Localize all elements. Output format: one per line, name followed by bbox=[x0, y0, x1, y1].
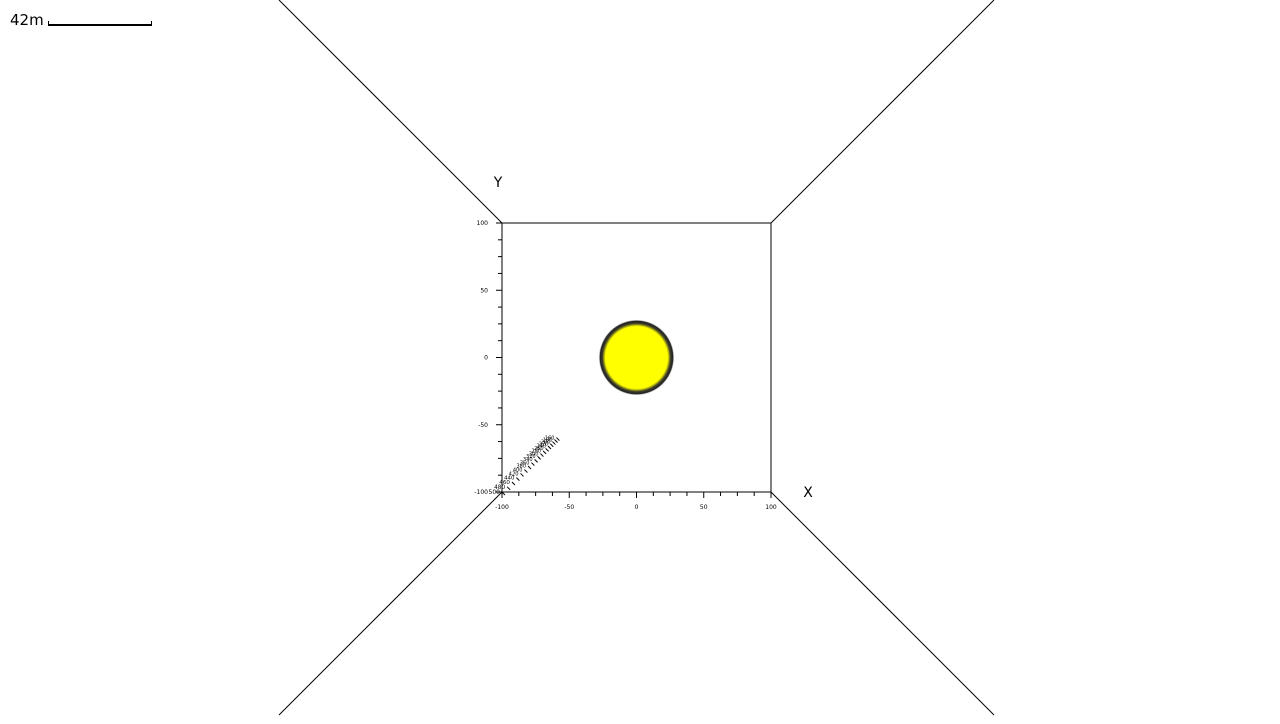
z-tick-label: 240 bbox=[536, 444, 546, 450]
corner-line-top-right bbox=[770, 0, 995, 224]
z-tick-mark bbox=[545, 448, 549, 452]
z-axis-ticks: 5004804604404204003803603403203002802602… bbox=[489, 435, 560, 496]
z-tick-label: 500 bbox=[489, 489, 501, 496]
x-tick-label: 0 bbox=[635, 504, 639, 511]
x-tick-label: 100 bbox=[765, 504, 777, 511]
y-tick-label: -50 bbox=[478, 422, 488, 429]
z-tick-label: 460 bbox=[499, 480, 510, 486]
z-tick-mark bbox=[506, 486, 511, 491]
scale-line bbox=[47, 20, 152, 26]
corner-line-bottom-right bbox=[770, 491, 995, 716]
scale-label: 42m bbox=[10, 11, 44, 29]
z-tick-label: 180 bbox=[543, 437, 553, 443]
y-axis-label: Y bbox=[493, 175, 503, 191]
y-tick-label: 100 bbox=[477, 220, 489, 227]
x-tick-label: -50 bbox=[564, 504, 574, 511]
z-tick-mark bbox=[516, 477, 520, 481]
x-tick-label: 50 bbox=[700, 504, 708, 511]
yellow-sphere[interactable] bbox=[598, 319, 675, 396]
y-tick-label: -100 bbox=[474, 489, 488, 496]
z-tick-label: 340 bbox=[523, 457, 533, 463]
z-tick-label: 360 bbox=[520, 460, 530, 466]
z-tick-label: 440 bbox=[504, 475, 515, 481]
z-tick-label: 300 bbox=[529, 451, 539, 457]
z-tick-mark bbox=[520, 473, 524, 477]
z-tick-mark bbox=[511, 481, 516, 486]
z-tick-mark bbox=[547, 445, 552, 450]
z-tick-mark bbox=[540, 453, 544, 457]
z-tick-mark bbox=[524, 469, 528, 473]
z-tick-label: 200 bbox=[541, 439, 551, 445]
z-axis-line bbox=[278, 491, 503, 716]
z-tick-mark bbox=[542, 450, 547, 455]
z-tick-mark bbox=[556, 437, 560, 441]
z-tick-label: 480 bbox=[494, 485, 505, 491]
x-axis-ticks: -100 -50 0 50 100 bbox=[495, 492, 777, 511]
z-tick-mark bbox=[501, 491, 506, 496]
z-tick-label: 280 bbox=[532, 449, 542, 455]
z-tick-mark bbox=[534, 459, 538, 463]
y-tick-label: 0 bbox=[484, 355, 488, 362]
y-tick-label: 50 bbox=[480, 287, 488, 294]
z-tick-mark bbox=[527, 465, 532, 470]
z-tick-label: 400 bbox=[513, 467, 523, 473]
z-tick-label: 420 bbox=[509, 471, 519, 477]
x-axis-label: X bbox=[803, 485, 813, 501]
z-tick-label: 320 bbox=[526, 454, 536, 460]
z-tick-label: 260 bbox=[534, 446, 544, 452]
z-tick-mark bbox=[549, 443, 554, 448]
z-tick-mark bbox=[554, 439, 558, 443]
z-tick-label: 380 bbox=[516, 464, 526, 470]
z-tick-label: 160 bbox=[545, 435, 555, 441]
z-tick-mark bbox=[552, 441, 556, 445]
z-tick-mark bbox=[537, 456, 541, 460]
x-tick-label: -100 bbox=[495, 504, 509, 511]
z-tick-mark bbox=[531, 462, 535, 466]
corner-line-top-left bbox=[278, 0, 503, 224]
scale-bar: 42m bbox=[10, 10, 152, 30]
z-tick-label: 220 bbox=[539, 441, 549, 447]
